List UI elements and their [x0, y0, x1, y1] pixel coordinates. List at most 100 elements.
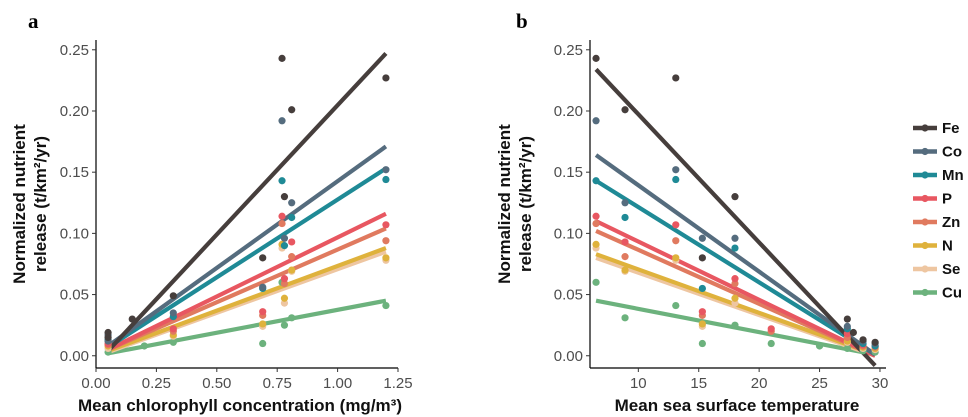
panel-a-points: [104, 54, 390, 356]
legend: Fe Co Mn P Zn N Se Cu: [913, 120, 964, 302]
panel-a-fit-line-p: [107, 211, 387, 352]
panel-b-point-p: [592, 212, 600, 220]
legend-marker-fe: [921, 124, 929, 132]
panel-a-y-tick-label: 0.15: [60, 164, 89, 181]
panel-b-point-mn: [698, 284, 706, 293]
panel-a-x-tick-label: 0.25: [142, 375, 171, 392]
panel-a-point-fe: [278, 54, 286, 62]
panel-b-point-fe: [698, 254, 706, 262]
panel-b-point-p: [731, 275, 739, 283]
panel-b-x-tick-label: 25: [811, 375, 828, 392]
panel-b-fit-line-p: [595, 219, 877, 358]
legend-label-fe: Fe: [942, 120, 960, 137]
panel-b-point-mn: [731, 244, 739, 252]
panel-b-point-co: [621, 199, 629, 207]
legend-marker-zn: [921, 218, 929, 226]
panel-a-x-tick-label: 0.50: [202, 375, 231, 392]
panel-b-point-cu: [672, 301, 680, 310]
panel-b-point-co: [843, 322, 851, 330]
panel-b-points: [592, 54, 879, 356]
panel-b-point-zn: [621, 253, 629, 261]
panel-b-point-mn: [621, 213, 629, 222]
panel-b-point-n: [621, 266, 629, 274]
legend-label-mn: Mn: [942, 167, 964, 184]
panel-a-point-n: [259, 320, 267, 328]
panel-b-y-tick-label: 0.15: [554, 164, 583, 181]
panel-a-point-cu: [288, 314, 296, 322]
panel-a-point-co: [169, 309, 177, 317]
panel-b-point-co: [731, 234, 739, 242]
panel-a-y-tick-label: 0.10: [60, 225, 89, 242]
panel-b-x-tick-label: 10: [630, 375, 647, 392]
panel-b-y-tick-label: 0.05: [554, 287, 583, 304]
panel-b-xlabel: Mean sea surface temperature: [615, 396, 860, 415]
panel-a-ylabel-line1: Normalized nutrient: [10, 124, 29, 284]
panel-a-point-fe: [104, 333, 112, 342]
panel-a-point-mn: [280, 242, 289, 250]
panel-b-y-tick-label: 0.10: [554, 225, 583, 242]
panel-a-point-co: [280, 234, 289, 242]
panel-a-point-fe: [169, 292, 177, 300]
panel-a-point-p: [382, 221, 390, 229]
panel-b-fit-line-co: [594, 153, 877, 357]
panel-a-point-fe: [280, 193, 289, 201]
panel-b-point-mn: [672, 175, 680, 184]
panel-a-point-n: [288, 266, 296, 274]
panel-b-y-tick-label: 0.20: [554, 103, 583, 120]
panel-b-x-tick-label: 30: [872, 375, 889, 392]
panel-b-point-zn: [672, 237, 680, 245]
panel-b-point-cu: [767, 339, 775, 348]
panel-b-point-cu: [698, 339, 706, 348]
panel-b-point-cu: [731, 321, 739, 329]
panel-a-x-tick-label: 1.25: [383, 375, 412, 392]
panel-a-fit-lines: [106, 52, 388, 356]
panel-b-fit-lines: [594, 67, 877, 367]
panel-a-point-n: [280, 294, 289, 302]
legend-label-cu: Cu: [942, 285, 962, 302]
panel-a-fit-line-co: [106, 144, 388, 348]
panel-b-x-tick-label: 20: [751, 375, 768, 392]
panel-a-y-tick-label: 0.05: [60, 287, 89, 304]
panel-b-point-p: [698, 308, 706, 316]
panel-b-point-cu: [621, 314, 629, 322]
panel-b-chart: b Normalized nutrient release (t/km²/yr)…: [495, 9, 888, 415]
panel-a-point-p: [278, 212, 286, 220]
panel-a-point-fe: [128, 315, 136, 323]
panel-a-xlabel: Mean chlorophyll concentration (mg/m³): [78, 396, 402, 415]
legend-label-n: N: [942, 238, 953, 255]
panel-a-chart: a Normalized nutrient release (t/km²/yr)…: [10, 9, 413, 415]
legend-label-se: Se: [942, 261, 960, 278]
panel-a-point-mn: [382, 175, 390, 184]
legend-marker-n: [921, 241, 929, 250]
panel-a-y-tick-label: 0.25: [60, 42, 89, 59]
panel-a-point-zn: [382, 237, 390, 245]
panel-b-point-fe: [672, 74, 680, 82]
panel-a-y-tick-label: 0.00: [60, 348, 89, 365]
legend-marker-co: [921, 147, 929, 156]
panel-a-fit-line-cu: [107, 298, 387, 356]
legend-marker-cu: [921, 288, 929, 297]
panel-a-point-mn: [288, 213, 296, 222]
panel-a-x-tick-label: 0.00: [81, 375, 110, 392]
panel-b-point-co: [592, 117, 600, 125]
legend-label-p: P: [942, 191, 952, 208]
panel-a-axes: 0.00 0.05 0.10 0.15 0.20 0.25 0.00 0.25 0.50 0.75…: [60, 40, 413, 392]
panel-b-point-n: [698, 320, 706, 328]
legend-label-zn: Zn: [942, 214, 960, 231]
panel-a-x-tick-label: 1.00: [323, 375, 352, 392]
panel-b-point-fe: [592, 54, 600, 62]
panel-a-point-cu: [382, 301, 390, 310]
panel-b-point-p: [621, 238, 629, 246]
panel-a-fit-line-n: [107, 246, 387, 353]
panel-a-point-co: [288, 199, 296, 207]
panel-b-fit-line-fe: [594, 67, 877, 367]
panel-b-y-tick-label: 0.25: [554, 42, 583, 59]
panel-b-x-tick-label: 15: [690, 375, 707, 392]
panel-b-point-n: [672, 254, 680, 262]
panel-a-point-zn: [288, 253, 296, 261]
panel-b-ylabel-line1: Normalized nutrient: [495, 124, 514, 284]
panel-b-point-cu: [815, 342, 824, 350]
legend-marker-mn: [921, 171, 929, 179]
panel-a-point-co: [278, 117, 286, 125]
panel-b-point-p: [767, 325, 775, 333]
